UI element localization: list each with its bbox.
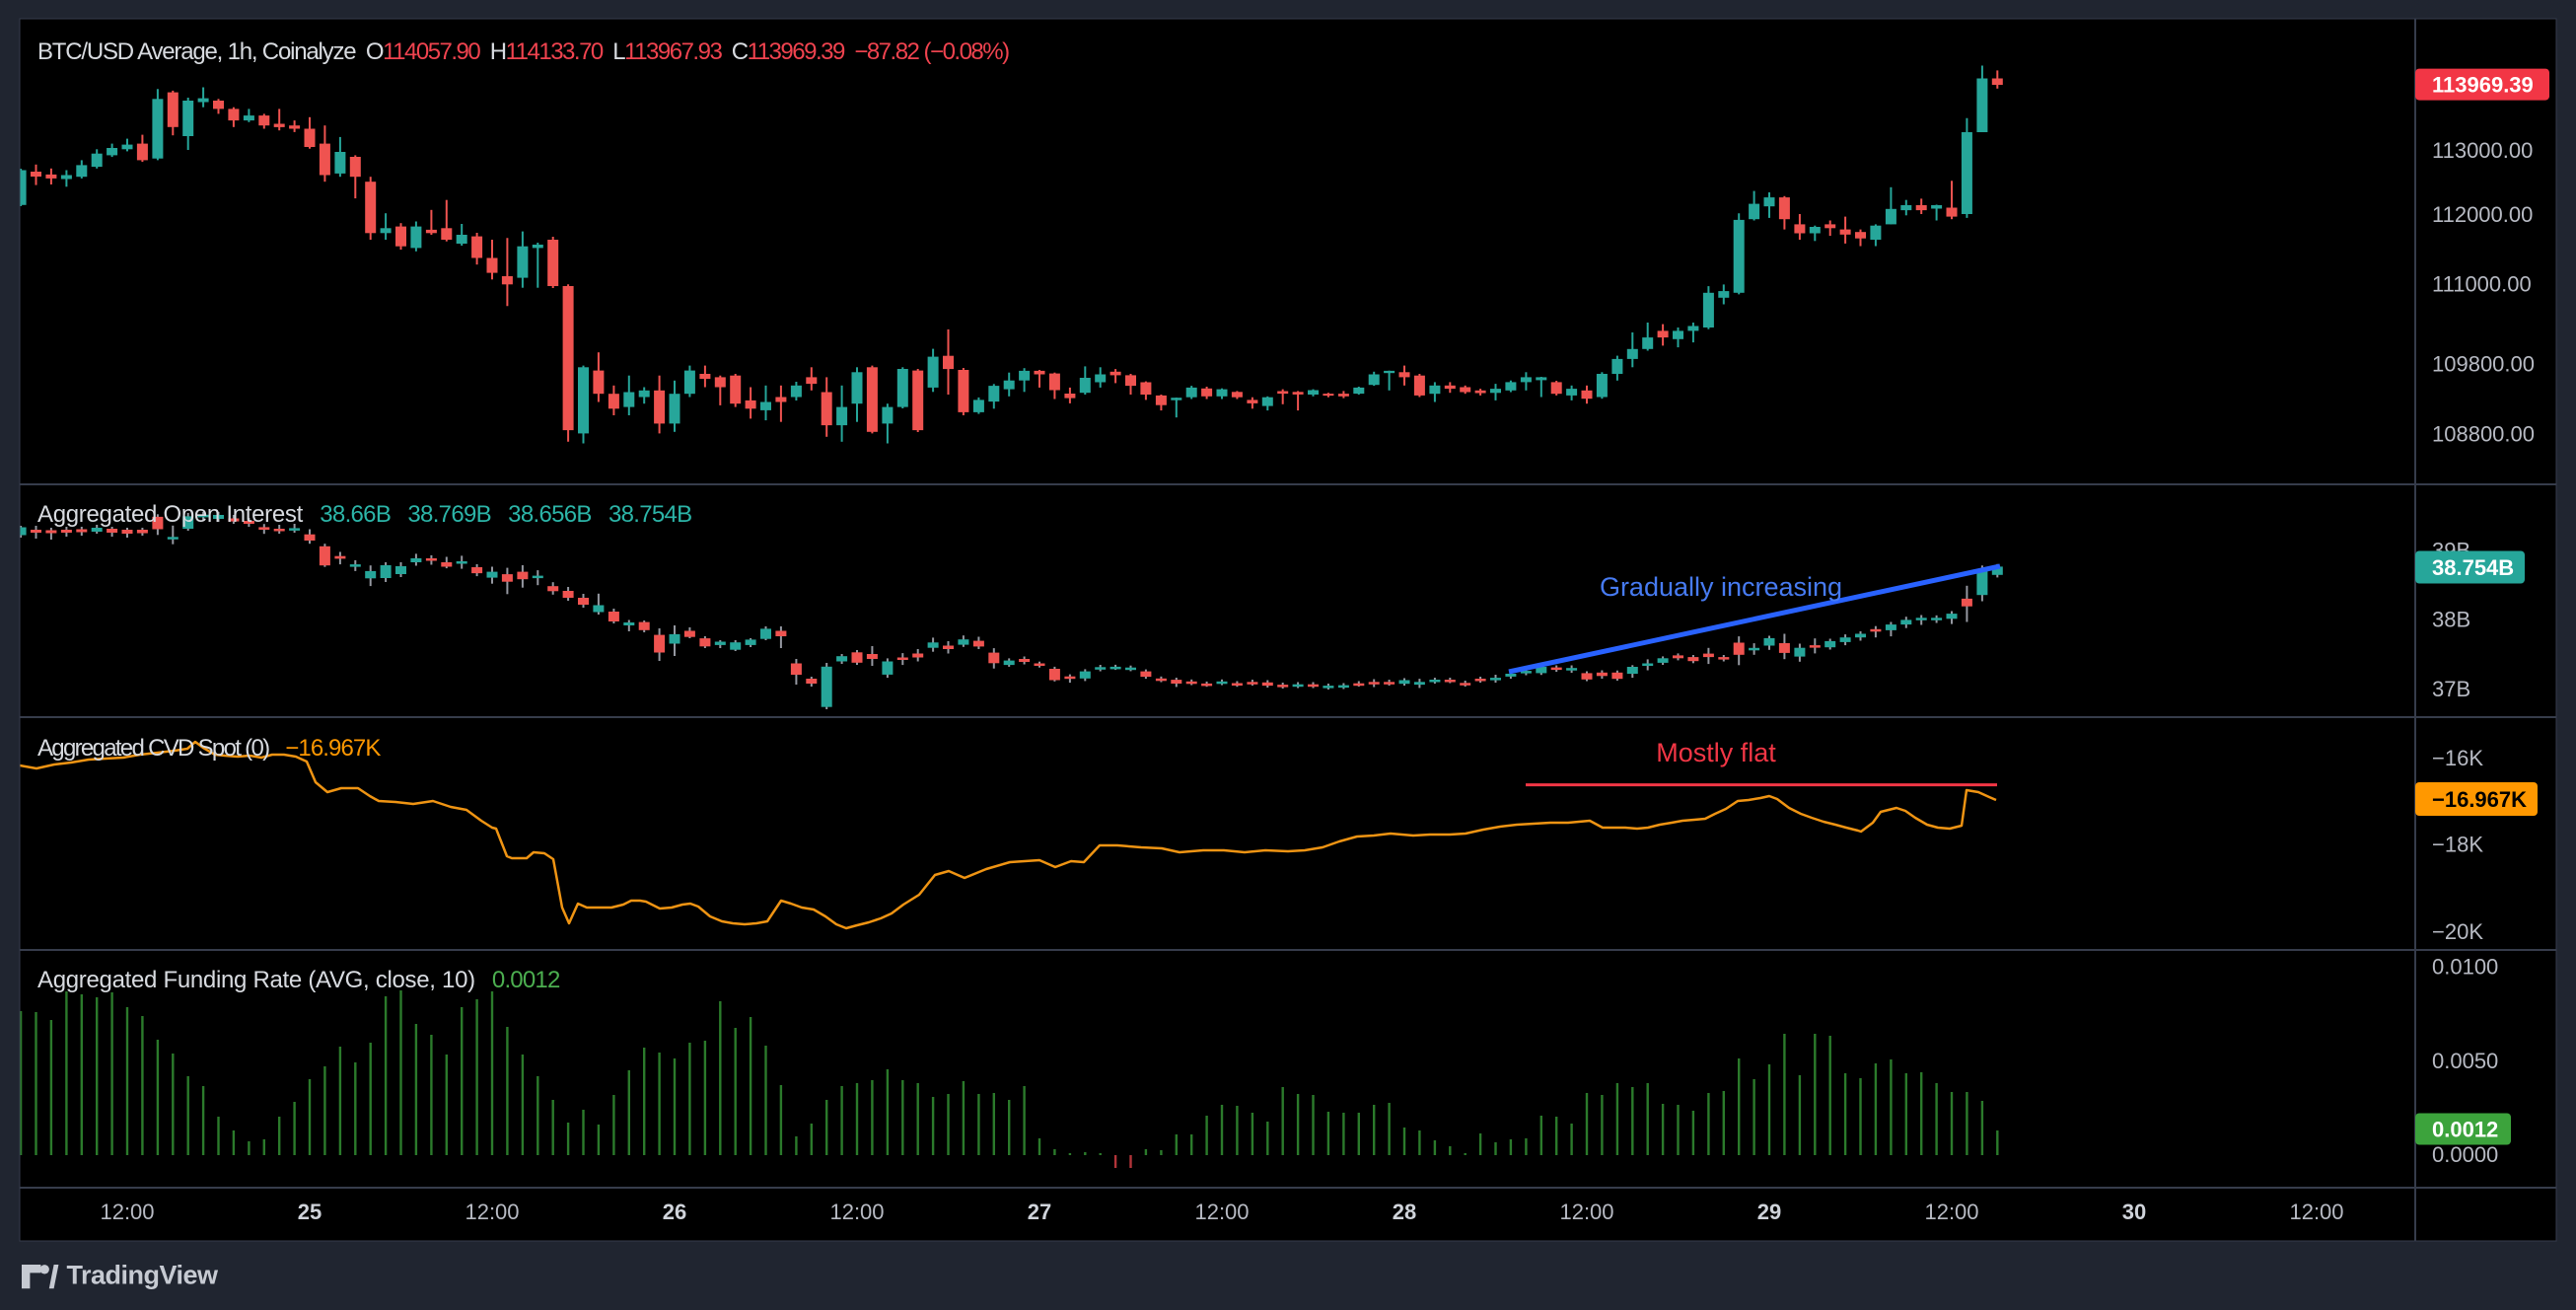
svg-text:30: 30	[2122, 1200, 2146, 1224]
svg-text:37B: 37B	[2432, 677, 2470, 701]
svg-text:12:00: 12:00	[1194, 1200, 1249, 1224]
svg-text:−20K: −20K	[2432, 919, 2483, 944]
svg-text:TradingView: TradingView	[67, 1261, 220, 1290]
svg-text:12:00: 12:00	[100, 1200, 154, 1224]
svg-text:29: 29	[1757, 1200, 1781, 1224]
svg-text:25: 25	[298, 1200, 322, 1224]
svg-text:Aggregated CVD Spot (0) −16.9: Aggregated CVD Spot (0) −16.967K	[37, 735, 381, 762]
svg-text:Aggregated Funding Rate (AVG,: Aggregated Funding Rate (AVG, close, 10)…	[37, 967, 560, 993]
svg-text:111000.00: 111000.00	[2432, 272, 2532, 297]
svg-text:38.754B: 38.754B	[2432, 555, 2514, 580]
svg-text:28: 28	[1393, 1200, 1416, 1224]
svg-text:12:00: 12:00	[465, 1200, 519, 1224]
svg-text:112000.00: 112000.00	[2432, 202, 2533, 227]
svg-text:Gradually increasing: Gradually increasing	[1600, 572, 1842, 602]
svg-text:−16K: −16K	[2432, 746, 2483, 770]
svg-text:0.0100: 0.0100	[2432, 955, 2498, 980]
svg-text:26: 26	[663, 1200, 686, 1224]
svg-text:−18K: −18K	[2432, 833, 2483, 857]
svg-text:Mostly flat: Mostly flat	[1656, 738, 1776, 767]
svg-text:109800.00: 109800.00	[2432, 351, 2535, 376]
svg-text:12:00: 12:00	[1924, 1200, 1978, 1224]
svg-text:38B: 38B	[2432, 608, 2470, 632]
svg-text:Aggregated Open Interest 38.6: Aggregated Open Interest 38.66B 38.769B …	[37, 501, 691, 528]
svg-text:BTC/USD Average, 1h, Coinalyze: BTC/USD Average, 1h, Coinalyze O114057.9…	[37, 38, 1009, 65]
svg-text:12:00: 12:00	[1559, 1200, 1613, 1224]
svg-text:−16.967K: −16.967K	[2432, 787, 2527, 812]
svg-text:113969.39: 113969.39	[2432, 73, 2534, 98]
svg-text:113000.00: 113000.00	[2432, 138, 2533, 163]
svg-text:27: 27	[1028, 1200, 1051, 1224]
svg-text:0.0050: 0.0050	[2432, 1049, 2498, 1073]
svg-text:0.0012: 0.0012	[2432, 1118, 2498, 1142]
svg-text:12:00: 12:00	[829, 1200, 884, 1224]
svg-text:0.0000: 0.0000	[2432, 1142, 2498, 1167]
svg-text:108800.00: 108800.00	[2432, 421, 2535, 446]
svg-text:12:00: 12:00	[2289, 1200, 2343, 1224]
